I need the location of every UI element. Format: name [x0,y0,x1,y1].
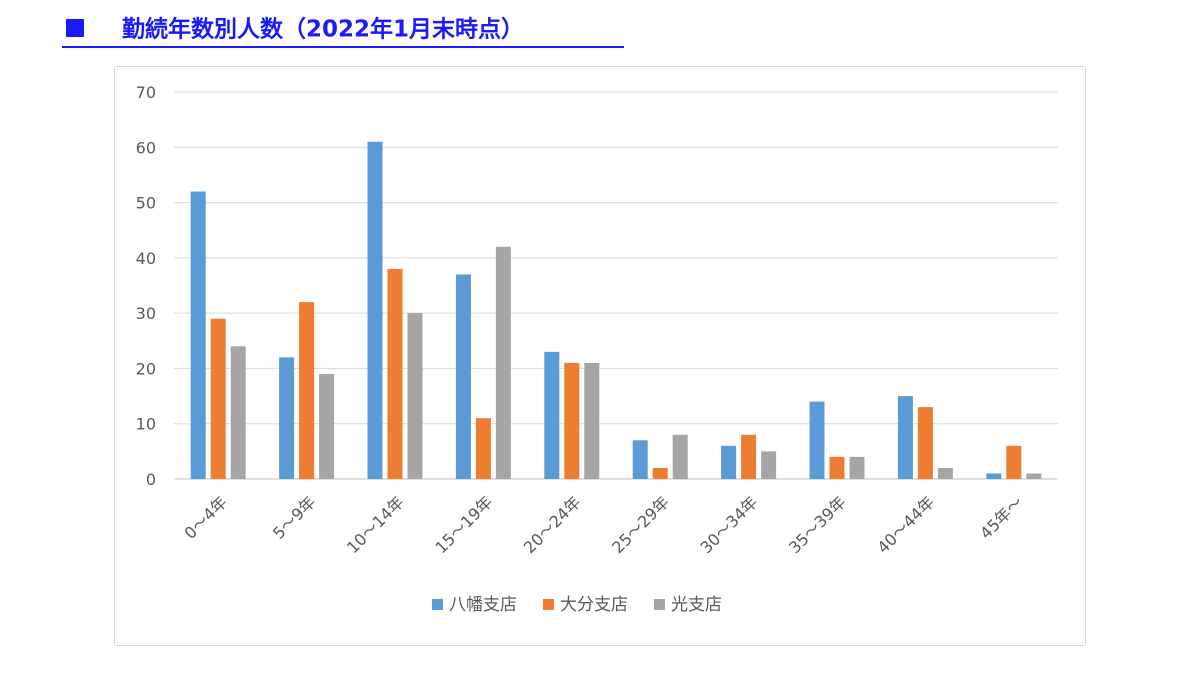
legend-swatch [543,599,554,610]
x-tick-label: 0～4年 [181,492,231,542]
y-tick-label: 70 [136,83,156,102]
bar [279,357,295,479]
legend-swatch [654,599,665,610]
y-tick-label: 20 [136,359,156,378]
bar [230,346,246,479]
page-title: 勤続年数別人数（2022年1月末時点） [62,12,624,48]
bar [190,191,206,479]
x-tick-label: 15～19年 [431,492,496,557]
bar [917,407,933,479]
bar [475,418,491,479]
bar [319,373,335,479]
bar [544,351,560,479]
y-tick-label: 10 [136,415,156,434]
legend-label: 光支店 [671,595,722,615]
bar [849,456,865,479]
bar [455,274,471,479]
bar [1006,445,1022,479]
bar [672,434,688,479]
bar [387,268,403,479]
bar [937,467,953,479]
title-text: 勤続年数別人数（2022年1月末時点） [122,16,525,43]
y-tick-label: 0 [146,470,156,489]
y-tick-label: 60 [136,138,156,157]
x-axis-ticks: 0～4年 5～9年 10～14年 15～19年 20～24年 25～29年 30～34年 35… [181,492,1027,557]
x-tick-label: 30～34年 [697,492,762,557]
x-tick-label: 25～29年 [608,492,673,557]
x-tick-label: 10～14年 [343,492,408,557]
y-tick-label: 50 [136,194,156,213]
bar [897,396,913,479]
x-tick-label: 35～39年 [785,492,850,557]
x-tick-label: 20～24年 [520,492,585,557]
bar [495,246,511,479]
y-tick-label: 30 [136,304,156,323]
x-tick-label: 40～44年 [873,492,938,557]
bar [721,445,737,479]
x-tick-label: 45年～ [976,492,1026,542]
legend-label: 大分支店 [560,595,628,615]
legend: 八幡支店 大分支店 光支店 [432,595,722,615]
bar [761,451,777,479]
bar [809,401,825,479]
chart-frame [114,66,1086,646]
bar [632,440,648,479]
square-bullet-icon [66,18,84,37]
bar [986,473,1002,479]
x-tick-label: 5～9年 [269,492,319,542]
bar [1026,473,1042,479]
bar [741,434,757,479]
y-axis-ticks: 0 10 20 30 40 50 60 70 [136,83,156,489]
bar [564,362,580,479]
bar [367,141,383,479]
y-tick-label: 40 [136,249,156,268]
bar [299,302,315,479]
bar [584,362,600,479]
legend-label: 八幡支店 [449,595,517,615]
bars [190,141,1042,479]
bar [829,456,845,479]
bar [210,318,226,479]
bar [407,313,423,479]
bar [652,467,668,479]
legend-swatch [432,599,443,610]
